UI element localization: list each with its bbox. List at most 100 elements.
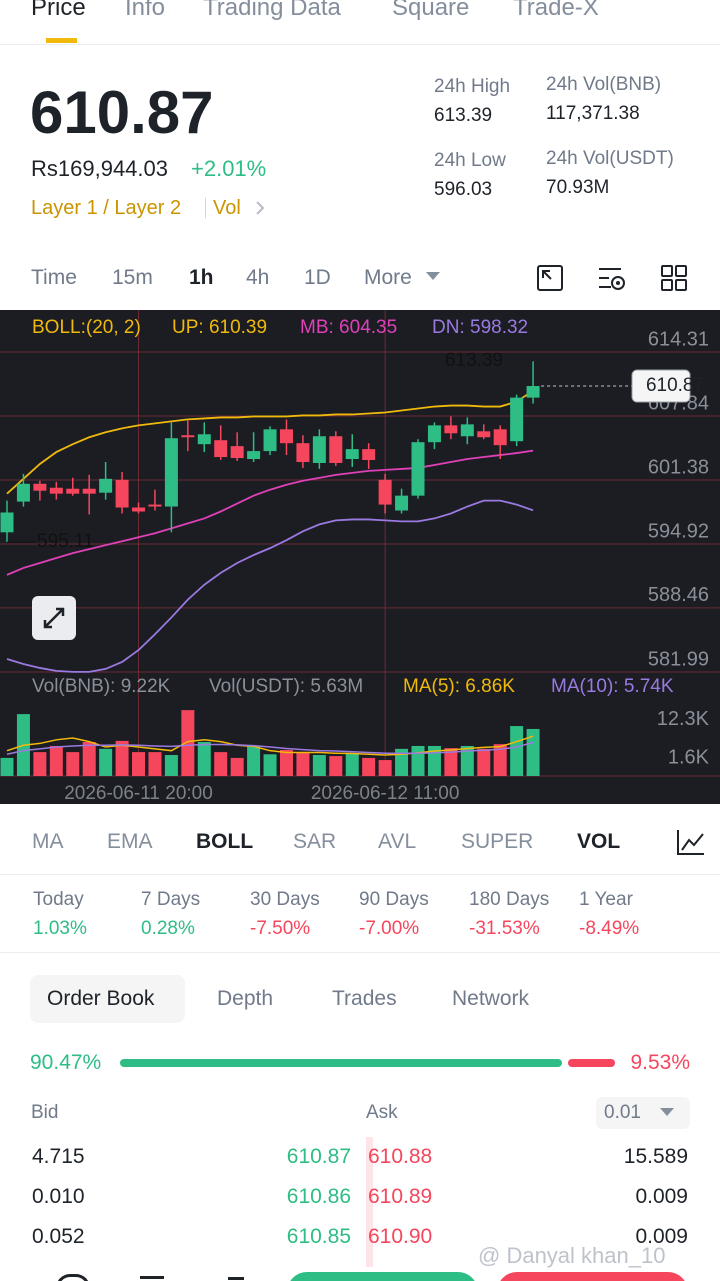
fullscreen-icon[interactable] — [536, 264, 564, 292]
buy-button[interactable] — [287, 1272, 478, 1281]
indicator-tab[interactable]: SAR — [293, 830, 337, 853]
indicator-tab[interactable]: MA — [32, 830, 64, 853]
perf-label: 90 Days — [359, 889, 429, 910]
perf-label: 1 Year — [579, 889, 633, 910]
sell-bar — [568, 1059, 615, 1067]
candle-body — [230, 446, 244, 459]
change: +2.01% — [191, 156, 267, 181]
candle-body — [49, 487, 63, 494]
tag[interactable]: Layer 1 / Layer 2 — [31, 197, 182, 219]
bid-qty: 4.715 — [32, 1145, 85, 1168]
chevron — [256, 201, 265, 215]
last-price-tag — [631, 369, 691, 403]
divider — [0, 44, 720, 45]
divider — [205, 198, 206, 218]
buy-bar — [120, 1059, 563, 1067]
stat-label: 24h Low — [434, 150, 506, 171]
fiat-price: Rs169,944.03 — [31, 156, 168, 181]
ask-price[interactable]: 610.88 — [368, 1145, 433, 1168]
tab[interactable]: Price — [31, 0, 86, 21]
bid-price[interactable]: 610.87 — [286, 1145, 351, 1168]
sell-button[interactable] — [497, 1272, 688, 1281]
candle-body — [477, 431, 491, 438]
book-tab[interactable]: Trades — [332, 987, 397, 1010]
bid-label: Bid — [31, 1102, 59, 1123]
interval[interactable]: 4h — [246, 266, 270, 289]
book-tab[interactable]: Order Book — [47, 987, 155, 1010]
tag[interactable]: Vol — [213, 197, 241, 219]
legend-entry: MB: 604.35 — [300, 317, 397, 338]
y-tick-label: 581.99 — [648, 648, 709, 670]
interval[interactable]: 15m — [112, 266, 153, 289]
stat-value: 117,371.38 — [546, 103, 640, 124]
settings-icon[interactable] — [597, 264, 627, 292]
indicator-settings-icon[interactable] — [676, 828, 706, 856]
volume-bar — [411, 745, 425, 776]
tab-indicator — [46, 38, 77, 43]
volume-bar — [82, 741, 96, 776]
indicator-tab[interactable]: AVL — [378, 830, 417, 853]
candle-body — [115, 479, 129, 508]
indicator-tab[interactable]: EMA — [107, 830, 153, 853]
bid-price[interactable]: 610.86 — [286, 1185, 351, 1208]
volume-bar — [66, 752, 80, 776]
watermark: @ Danyal khan_10 — [478, 1243, 666, 1268]
perf-label: 30 Days — [250, 889, 320, 910]
interval[interactable]: 1D — [304, 266, 331, 289]
candle-body — [247, 451, 261, 460]
perf-value: -8.49% — [579, 918, 640, 939]
tab[interactable]: Info — [125, 0, 166, 21]
vol-tick-label: 12.3K — [657, 708, 710, 730]
volume-bar — [526, 728, 540, 776]
perf-label: 7 Days — [141, 889, 201, 910]
vol-label: Vol(BNB): 9.22K — [32, 676, 171, 697]
bid-price[interactable]: 610.85 — [286, 1225, 351, 1248]
ask-qty: 15.589 — [623, 1145, 688, 1168]
volume-bar — [33, 752, 47, 776]
candle-body — [362, 449, 376, 461]
interval[interactable]: More — [364, 266, 412, 289]
candle-body — [279, 429, 293, 444]
buy-ratio: 90.47% — [30, 1051, 102, 1074]
precision-select[interactable]: 0.01 — [596, 1097, 690, 1129]
volume-bar — [460, 745, 474, 776]
layout-icon[interactable] — [660, 264, 688, 292]
expand-icon — [43, 607, 65, 629]
ask-price[interactable]: 610.89 — [368, 1185, 433, 1208]
volume-bar — [148, 752, 162, 776]
interval[interactable]: Time — [31, 266, 77, 289]
nav-icon[interactable] — [140, 1276, 164, 1279]
tab[interactable]: Trade-X — [513, 0, 599, 21]
candle-body — [312, 436, 326, 463]
volume-bar — [378, 760, 392, 776]
candle-body — [66, 488, 80, 494]
y-tick-label: 594.92 — [648, 520, 709, 542]
book-tab[interactable]: Network — [452, 987, 530, 1010]
expand-button[interactable] — [32, 596, 76, 640]
tab[interactable]: Square — [392, 0, 470, 21]
book-tab[interactable]: Depth — [217, 987, 274, 1010]
volume-bar — [493, 744, 507, 776]
indicator-tab[interactable]: BOLL — [196, 830, 254, 853]
stat-label: 24h Vol(USDT) — [546, 148, 674, 169]
tab[interactable]: Trading Data — [203, 0, 341, 21]
perf-value: -31.53% — [469, 918, 540, 939]
nav-icon[interactable] — [56, 1274, 90, 1281]
legend-entry: MA(5): 6.86K — [403, 676, 515, 697]
volume-bar — [444, 748, 458, 776]
divider — [0, 874, 720, 875]
candle-body — [526, 386, 540, 398]
indicator-tab[interactable]: VOL — [577, 830, 621, 853]
indicator-tab[interactable]: SUPER — [461, 830, 534, 853]
x-tick-label: 2026-06-12 11:00 — [311, 783, 460, 804]
volume-bar — [197, 741, 211, 776]
ask-price[interactable]: 610.90 — [368, 1225, 433, 1248]
candle-body — [395, 495, 409, 511]
nav-icon[interactable] — [228, 1277, 244, 1280]
volume-bar — [181, 710, 195, 776]
candle-body — [378, 479, 392, 505]
interval[interactable]: 1h — [189, 266, 214, 289]
vol-ma-line — [6, 735, 534, 756]
candle-body — [214, 440, 228, 458]
ask-qty: 0.009 — [635, 1185, 688, 1208]
